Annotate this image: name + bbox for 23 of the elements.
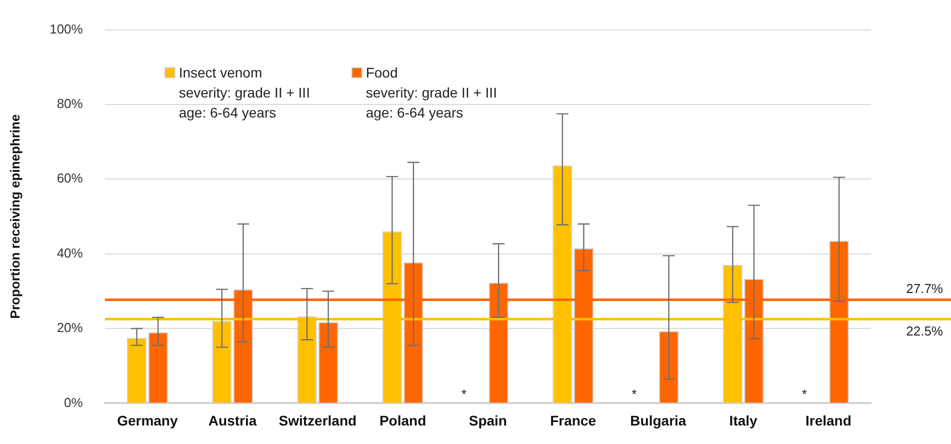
annotation: * [802, 386, 807, 402]
x-tick-label: Switzerland [278, 412, 357, 428]
x-tick-label: France [550, 412, 596, 428]
legend-label: Food severity: grade II + III age: 6-64 years [366, 64, 497, 121]
x-tick-label: Germany [117, 412, 178, 428]
ref-line-label: 27.7% [906, 280, 944, 296]
ref-line-label: 22.5% [906, 323, 944, 338]
annotation: * [461, 386, 466, 402]
x-tick-label: Austria [208, 412, 257, 428]
y-tick-label: 40% [56, 245, 84, 260]
annotation: * [632, 386, 637, 402]
legend-label: Insect venom severity: grade II + III age: 6-64 years [178, 64, 310, 121]
y-axis-title: Proportion receiving epinephrine [7, 114, 22, 319]
x-tick-label: Poland [379, 412, 426, 428]
y-tick-label: 60% [56, 170, 84, 186]
x-tick-label: Spain [468, 412, 507, 428]
y-tick-label: 100% [50, 21, 84, 36]
y-tick-label: 20% [56, 320, 84, 336]
y-tick-label: 0% [64, 394, 84, 410]
x-tick-label: Ireland [805, 412, 852, 428]
x-tick-label: Bulgaria [630, 412, 686, 428]
y-tick-label: 80% [56, 96, 84, 112]
x-tick-label: Italy [729, 412, 758, 428]
